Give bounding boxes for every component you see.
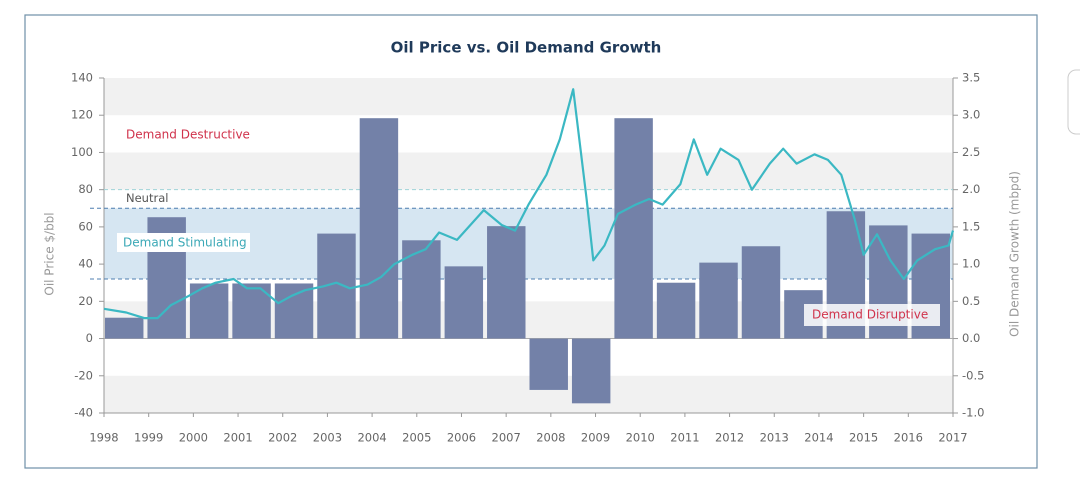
x-tick-label: 2008 (536, 431, 565, 445)
bar (656, 282, 696, 339)
y-tick-label: 0 (86, 331, 93, 345)
bar (571, 338, 611, 404)
annotation: Demand Disruptive (812, 308, 928, 322)
x-tick-label: 2012 (715, 431, 744, 445)
y2-tick-label: -0.5 (962, 368, 984, 382)
y2-tick-label: 2.0 (962, 182, 980, 196)
y-tick-label: 60 (78, 219, 93, 233)
price-line (103, 88, 955, 320)
grid-band (104, 78, 953, 116)
x-tick-label: 2011 (670, 431, 699, 445)
bar (487, 226, 526, 339)
grid-band (104, 375, 953, 413)
x-tick-label: 2009 (581, 431, 610, 445)
x-tick-label: 2017 (938, 431, 967, 445)
x-tick-label: 2005 (402, 431, 431, 445)
chart-title: Oil Price vs. Oil Demand Growth (391, 39, 662, 57)
x-tick-label: 1999 (134, 431, 163, 445)
scroll-handle (1067, 69, 1080, 135)
x-tick-label: 2013 (760, 431, 789, 445)
y-tick-label: 80 (78, 182, 93, 196)
y-tick-label: 40 (78, 257, 93, 271)
x-tick-label: 2010 (626, 431, 655, 445)
y-tick-label: -20 (74, 368, 93, 382)
bar (402, 240, 441, 339)
y2-axis-label: Oil Demand Growth (mbpd) (1008, 171, 1022, 337)
y-tick-label: -40 (74, 406, 93, 420)
bar (105, 317, 144, 339)
y2-tick-label: 1.0 (962, 257, 980, 271)
y-tick-label: 100 (71, 145, 93, 159)
y2-tick-label: 3.5 (962, 71, 980, 85)
y2-tick-label: 1.5 (962, 219, 980, 233)
y-tick-label: 120 (71, 108, 93, 122)
y-tick-label: 140 (71, 71, 93, 85)
bar (741, 246, 781, 339)
grid-band (104, 152, 953, 190)
plot: -40 -20 0 20 40 60 80 100 120 140 -1.0 -0.5 0.0 0.5 1.… (71, 71, 984, 445)
reference-label: Neutral (126, 191, 168, 205)
bar (614, 118, 653, 339)
annotation: Demand Destructive (126, 128, 250, 142)
x-tick-label: 2001 (223, 431, 252, 445)
band-label: Demand Stimulating (123, 236, 247, 250)
y-axis-label: Oil Price $/bbl (43, 212, 57, 295)
y2-tick-label: -1.0 (962, 406, 984, 420)
x-tick-label: 2015 (849, 431, 878, 445)
x-tick-label: 2000 (179, 431, 208, 445)
x-tick-label: 2003 (313, 431, 342, 445)
y2-tick-label: 2.5 (962, 145, 980, 159)
bar (274, 283, 314, 339)
y2-tick-label: 0.0 (962, 331, 980, 345)
x-tick-label: 2016 (894, 431, 923, 445)
x-tick-label: 2002 (268, 431, 297, 445)
x-tick-label: 2004 (357, 431, 386, 445)
y-tick-label: 20 (78, 294, 93, 308)
bar (359, 118, 399, 339)
bar (529, 338, 568, 390)
x-tick-label: 2014 (804, 431, 833, 445)
bar (699, 262, 738, 339)
band-label-box (117, 233, 250, 252)
annotation-box (804, 304, 940, 326)
y2-tick-label: 3.0 (962, 108, 980, 122)
x-tick-label: 2007 (492, 431, 521, 445)
x-tick-label: 1998 (89, 431, 118, 445)
bar (444, 266, 484, 339)
y2-tick-label: 0.5 (962, 294, 980, 308)
x-tick-label: 2006 (447, 431, 476, 445)
